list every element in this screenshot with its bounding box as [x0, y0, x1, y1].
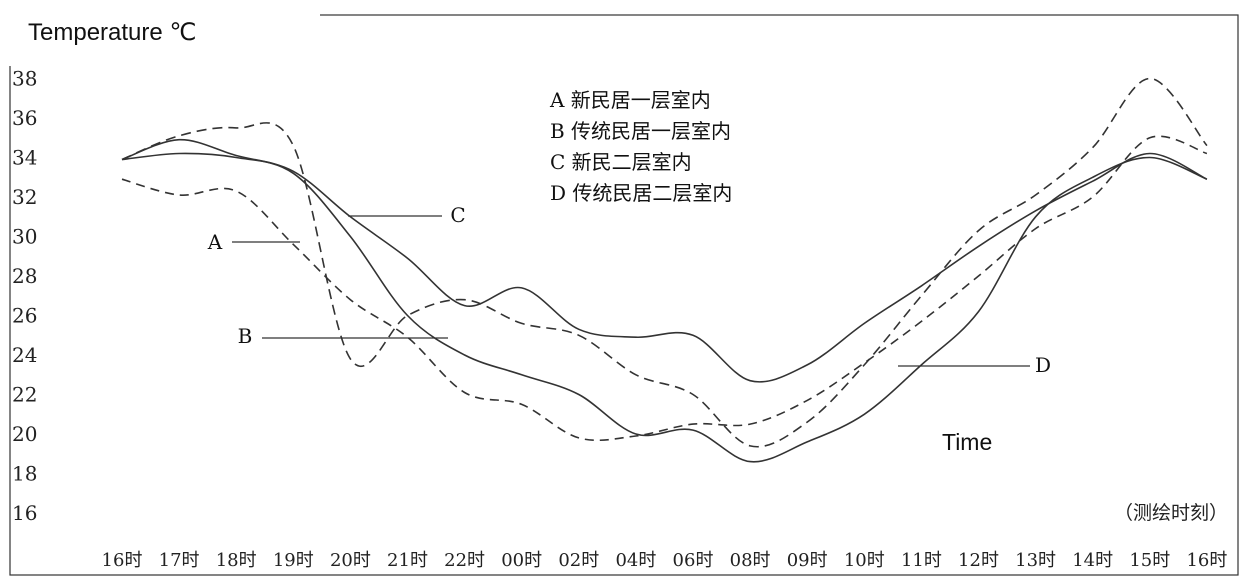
- series-line-a: [121, 135, 1208, 442]
- x-tick-label: 22时: [444, 550, 485, 571]
- ylabel-backdrop: [0, 0, 320, 66]
- annotation-label: C: [450, 203, 465, 227]
- x-tick-label: 17时: [159, 550, 200, 571]
- y-tick-label: 18: [12, 462, 37, 486]
- x-axis-label: Time: [942, 429, 992, 455]
- x-tick-label: 20时: [330, 550, 371, 571]
- legend-entry: B 传统民居一层室内: [550, 119, 731, 143]
- series-line-b: [121, 77, 1208, 448]
- series-line-d: [121, 152, 1208, 463]
- y-tick-label: 34: [12, 146, 37, 170]
- legend-entry: C 新民二层室内: [550, 150, 692, 174]
- y-tick-label: 20: [12, 422, 37, 446]
- y-tick-label: 30: [12, 225, 37, 249]
- x-tick-label: 00时: [501, 550, 542, 571]
- annotation-label: D: [1035, 353, 1051, 377]
- x-tick-label: 18时: [216, 550, 257, 571]
- legend: A 新民居一层室内 B 传统民居一层室内 C 新民二层室内 D 传统民居二层室内: [549, 88, 732, 205]
- x-tick-label: 19时: [273, 550, 314, 571]
- x-tick-label: 16时: [1186, 550, 1227, 571]
- legend-entry: A 新民居一层室内: [549, 88, 711, 112]
- x-tick-label: 16时: [102, 550, 143, 571]
- y-tick-label: 28: [12, 264, 37, 288]
- y-axis-label: Temperature ℃: [28, 19, 196, 46]
- line-annotations: A B C D: [207, 203, 1051, 377]
- y-tick-label: 38: [12, 67, 37, 91]
- y-tick-label: 32: [12, 185, 37, 209]
- series-lines: [121, 77, 1208, 463]
- x-tick-label: 08时: [730, 550, 771, 571]
- y-tick-label: 24: [12, 343, 37, 367]
- legend-entry: D 传统民居二层室内: [550, 181, 732, 205]
- annotation-label: B: [238, 324, 253, 348]
- annotation-label: A: [207, 230, 223, 254]
- y-tick-label: 36: [12, 106, 37, 130]
- x-tick-label: 12时: [958, 550, 999, 571]
- x-tick-label: 14时: [1072, 550, 1113, 571]
- x-tick-label: 10时: [844, 550, 885, 571]
- series-line-c: [121, 138, 1208, 383]
- x-tick-label: 09时: [787, 550, 828, 571]
- y-tick-label: 16: [12, 501, 37, 525]
- x-tick-label: 15时: [1129, 550, 1170, 571]
- x-tick-label: 02时: [558, 550, 599, 571]
- plot-frame: [9, 14, 1239, 576]
- x-tick-label: 13时: [1015, 550, 1056, 571]
- x-tick-label: 04时: [615, 550, 656, 571]
- y-tick-label: 26: [12, 304, 37, 328]
- x-tick-label: 21时: [387, 550, 428, 571]
- x-tick-labels: 16时 17时 18时 19时 20时 21时 22时 00时 02时 04时 06时 08时 09时 1…: [102, 550, 1228, 571]
- x-tick-label: 11时: [901, 550, 942, 571]
- y-tick-label: 22: [12, 383, 37, 407]
- y-tick-labels: 16 18 20 22 24 26 28 30 32 34 36 38: [12, 67, 37, 526]
- x-tick-label: 06时: [673, 550, 714, 571]
- x-note: （测绘时刻）: [1114, 502, 1228, 524]
